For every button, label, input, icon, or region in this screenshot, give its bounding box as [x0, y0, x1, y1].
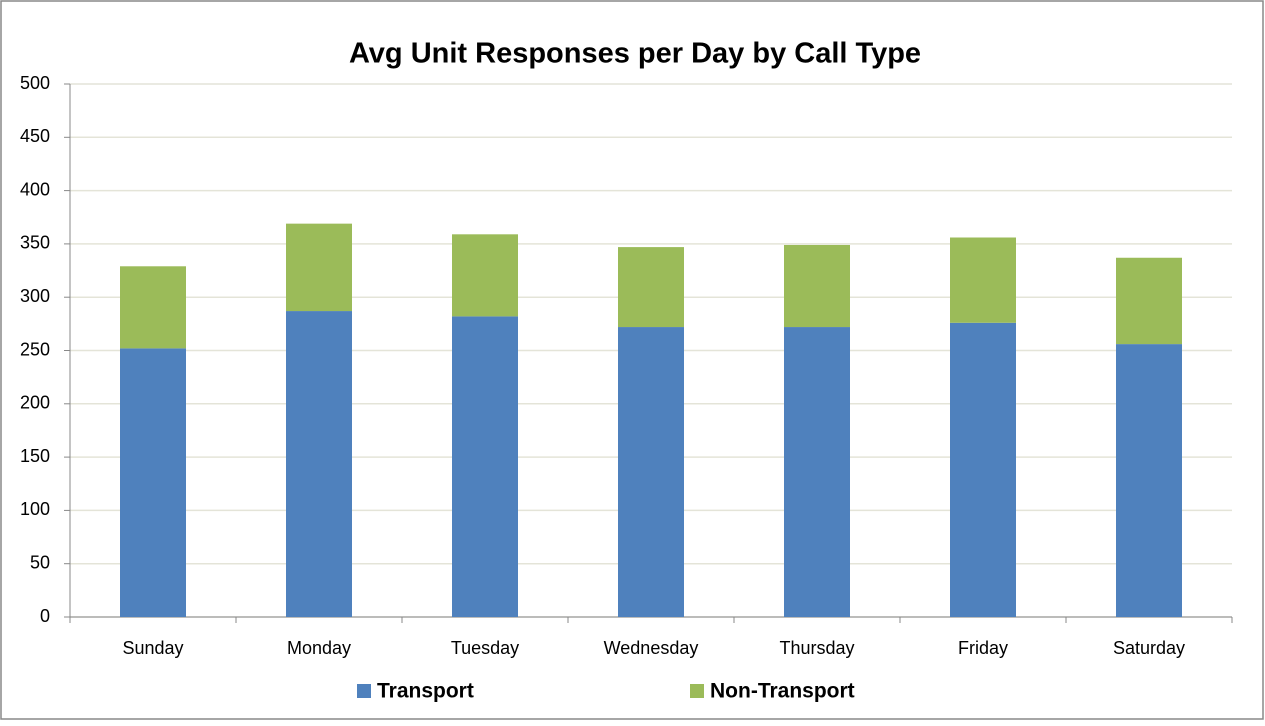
x-tick-label: Thursday: [779, 638, 854, 658]
bar: [784, 327, 850, 617]
bar: [784, 244, 850, 328]
bar: [286, 223, 352, 312]
bar: [120, 266, 186, 349]
y-tick-label: 50: [30, 552, 50, 572]
bar: [950, 322, 1016, 617]
bar: [618, 327, 684, 617]
y-tick-label: 200: [20, 393, 50, 413]
y-tick-label: 450: [20, 126, 50, 146]
bar: [286, 311, 352, 617]
bar: [120, 348, 186, 617]
bar: [452, 234, 518, 317]
y-tick-label: 250: [20, 339, 50, 359]
bar: [618, 247, 684, 328]
y-tick-label: 300: [20, 286, 50, 306]
x-tick-label: Tuesday: [451, 638, 519, 658]
y-tick-label: 0: [40, 606, 50, 626]
bar: [950, 237, 1016, 323]
y-tick-label: 400: [20, 179, 50, 199]
y-tick-label: 500: [20, 73, 50, 93]
x-tick-label: Sunday: [122, 638, 183, 658]
chart-title: Avg Unit Responses per Day by Call Type: [349, 38, 921, 70]
x-tick-label: Wednesday: [604, 638, 699, 658]
bar: [1116, 344, 1182, 617]
y-tick-label: 350: [20, 233, 50, 253]
y-tick-label: 100: [20, 499, 50, 519]
x-tick-label: Monday: [287, 638, 351, 658]
legend-swatch: [357, 684, 371, 698]
x-tick-label: Friday: [958, 638, 1008, 658]
legend-label: Non-Transport: [710, 680, 855, 703]
bar: [1116, 257, 1182, 345]
legend-swatch: [690, 684, 704, 698]
y-tick-label: 150: [20, 446, 50, 466]
x-tick-label: Saturday: [1113, 638, 1185, 658]
legend-label: Transport: [377, 680, 474, 703]
bar: [452, 316, 518, 617]
